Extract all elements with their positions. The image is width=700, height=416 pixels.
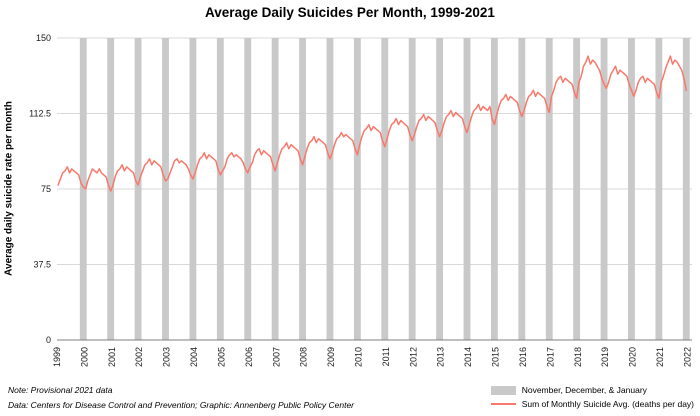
svg-text:2020: 2020 [628,347,638,367]
svg-text:2019: 2019 [600,347,610,367]
svg-text:150: 150 [36,33,51,43]
chart-notes: Note: Provisional 2021 data Data: Center… [8,383,354,413]
svg-text:2015: 2015 [491,347,501,367]
svg-text:2001: 2001 [107,347,117,367]
chart-title: Average Daily Suicides Per Month, 1999-2… [205,5,495,20]
svg-text:2008: 2008 [299,347,309,367]
svg-text:2016: 2016 [518,347,528,367]
legend-item-shaded-months: November, December, & January [490,385,694,395]
svg-text:2021: 2021 [655,347,665,367]
legend-bars-swatch [490,385,516,395]
svg-text:112.5: 112.5 [29,109,51,119]
svg-text:75: 75 [41,184,51,194]
note-source-credit: Data: Centers for Disease Control and Pr… [8,400,355,411]
svg-text:2004: 2004 [189,347,199,367]
svg-text:2022: 2022 [682,347,692,367]
svg-text:2005: 2005 [216,347,226,367]
svg-text:2014: 2014 [463,347,473,367]
legend-line-label: Sum of Monthly Suicide Avg. (deaths per … [521,399,694,409]
svg-text:2003: 2003 [162,347,172,367]
svg-text:2002: 2002 [134,347,144,367]
chart-legend: November, December, & January Sum of Mon… [490,381,694,413]
svg-text:2006: 2006 [244,347,254,367]
svg-text:2007: 2007 [271,347,281,367]
svg-text:1999: 1999 [52,347,62,367]
svg-text:2012: 2012 [408,347,418,367]
svg-text:2018: 2018 [573,347,583,367]
svg-text:2000: 2000 [79,347,89,367]
y-axis-label: Average daily suicide rate per month [3,101,15,276]
svg-text:2013: 2013 [436,347,446,367]
legend-item-suicide-line: Sum of Monthly Suicide Avg. (deaths per … [490,399,694,409]
legend-bars-label: November, December, & January [521,385,647,395]
legend-line-swatch [490,403,516,405]
svg-text:2011: 2011 [381,347,391,366]
svg-text:2009: 2009 [326,347,336,367]
svg-text:2010: 2010 [354,347,364,367]
svg-text:37.5: 37.5 [33,260,51,270]
svg-text:2017: 2017 [545,347,555,367]
note-provisional-data: Note: Provisional 2021 data [8,385,113,396]
svg-text:0: 0 [46,335,51,345]
